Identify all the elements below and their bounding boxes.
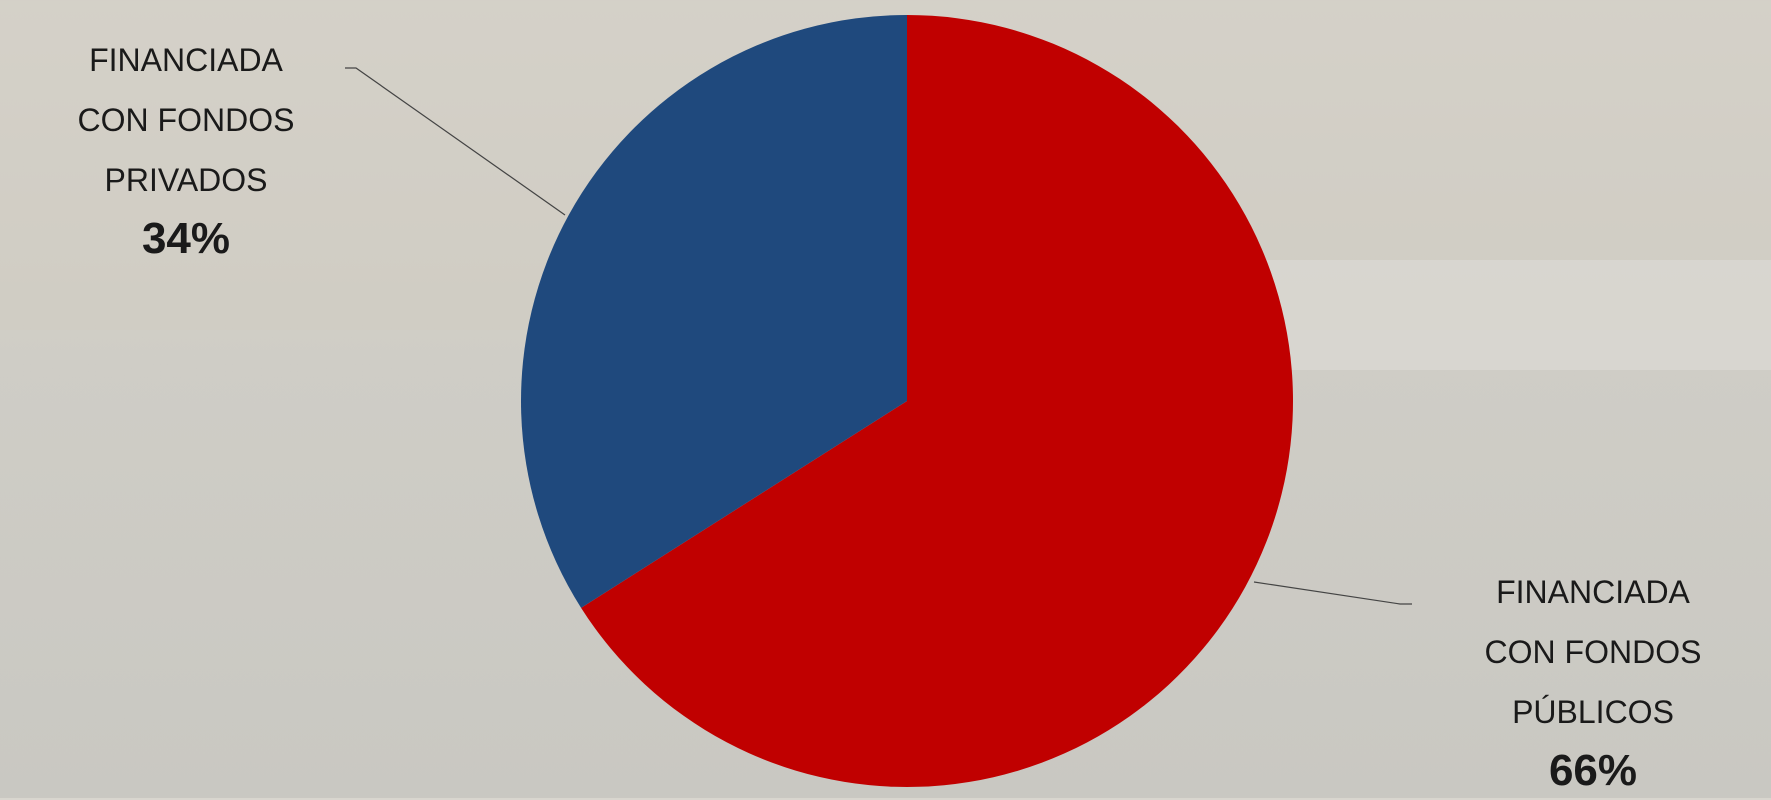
pie-slice xyxy=(581,15,1294,787)
value-label: 34% xyxy=(141,214,231,263)
pier xyxy=(1250,260,1771,370)
category-label: FINANCIADA CON FONDOS PRIVADOS xyxy=(77,42,295,198)
pie-slice xyxy=(521,15,907,608)
value-label: 66% xyxy=(1548,746,1638,795)
slice-label: FINANCIADA CON FONDOS PRIVADOS 34% xyxy=(21,30,351,268)
slice-label: FINANCIADA CON FONDOS PÚBLICOS 66% xyxy=(1428,562,1758,800)
category-label: FINANCIADA CON FONDOS PÚBLICOS xyxy=(1484,574,1702,730)
leader-line xyxy=(1253,581,1412,605)
leader-line xyxy=(345,67,566,216)
